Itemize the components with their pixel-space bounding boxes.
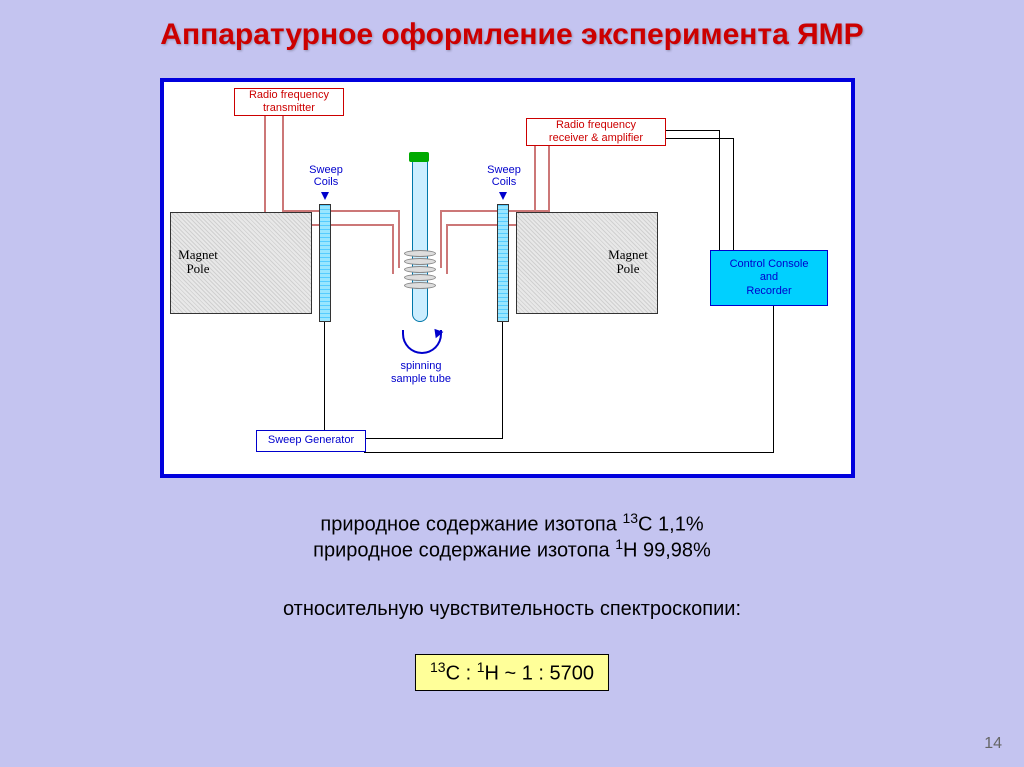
arrow-icon <box>321 192 329 200</box>
wire <box>440 210 442 268</box>
sensitivity-line: относительную чувствительность спектроск… <box>0 598 1024 621</box>
wire <box>733 138 734 252</box>
wire <box>364 452 774 453</box>
nmr-diagram: Radio frequency transmitter Radio freque… <box>160 78 855 478</box>
rf-coil-ring <box>404 250 436 257</box>
wire <box>548 136 550 212</box>
rf-transmitter-box: Radio frequency transmitter <box>234 88 344 116</box>
isotope-line-2: природное содержание изотопа 1Н 99,98% <box>0 536 1024 563</box>
page-number: 14 <box>984 735 1002 753</box>
sweep-generator-box: Sweep Generator <box>256 430 366 452</box>
page-title: Аппаратурное оформление эксперимента ЯМР <box>0 0 1024 52</box>
control-console-box: Control Console and Recorder <box>710 250 828 306</box>
rf-coil-ring <box>404 266 436 273</box>
rf-receiver-box: Radio frequency receiver & amplifier <box>526 118 666 146</box>
rf-coil-ring <box>404 282 436 289</box>
sweep-coil-right <box>497 204 509 322</box>
magnet-left-label: Magnet Pole <box>174 248 222 277</box>
arrow-icon <box>499 192 507 200</box>
wire <box>664 130 720 131</box>
wire <box>392 224 394 274</box>
wire <box>502 320 503 438</box>
wire <box>364 438 503 439</box>
wire <box>324 320 325 438</box>
rf-coil-ring <box>404 274 436 281</box>
ratio-box: 13С : 1Н ~ 1 : 5700 <box>415 654 609 691</box>
wire <box>664 138 734 139</box>
sweep-label-right: Sweep Coils <box>484 164 524 188</box>
isotope-line-1: природное содержание изотопа 13С 1,1% <box>0 510 1024 537</box>
tube-cap <box>409 152 429 162</box>
wire <box>446 224 448 274</box>
magnet-right-label: Magnet Pole <box>604 248 652 277</box>
wire <box>719 130 720 252</box>
wire <box>773 304 774 453</box>
wire <box>282 114 284 210</box>
wire <box>264 114 266 224</box>
sweep-coil-left <box>319 204 331 322</box>
sample-tube <box>412 160 428 322</box>
spinning-tube-label: spinning sample tube <box>386 360 456 386</box>
rf-coil-ring <box>404 258 436 265</box>
wire <box>398 210 400 268</box>
sweep-label-left: Sweep Coils <box>306 164 346 188</box>
